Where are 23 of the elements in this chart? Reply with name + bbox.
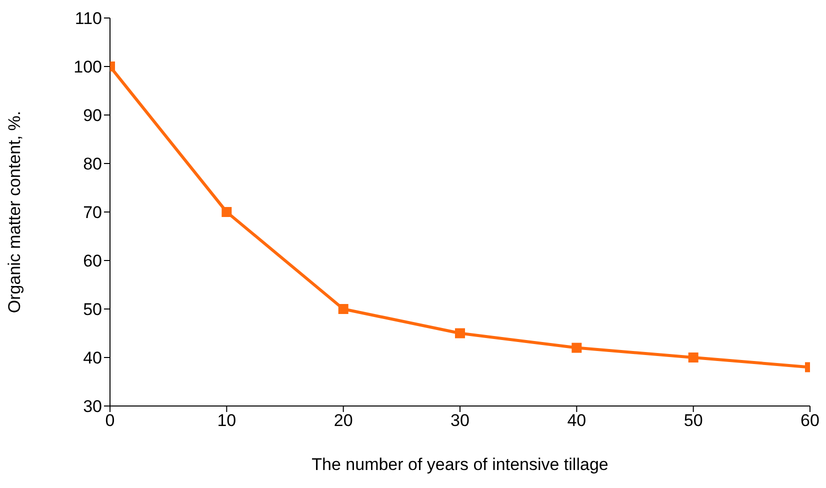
- x-tick-label: 30: [450, 411, 470, 430]
- y-tick-label: 80: [83, 154, 102, 174]
- y-tick-label: 30: [83, 397, 102, 416]
- x-axis-title: The number of years of intensive tillage: [312, 455, 608, 474]
- point: [338, 304, 348, 314]
- y-tick-label: 100: [74, 58, 102, 77]
- y-tick-label: 40: [83, 348, 102, 368]
- x-tick-label: 40: [567, 411, 586, 430]
- y-tick-label: 60: [83, 252, 102, 271]
- x-tick-label: 20: [334, 411, 353, 430]
- y-tick-label: 110: [74, 9, 102, 28]
- point: [455, 328, 465, 338]
- y-tick-label: 70: [83, 203, 102, 222]
- y-tick-label: 90: [83, 106, 102, 126]
- point: [572, 342, 582, 353]
- x-tick-label: 50: [684, 411, 703, 430]
- y-axis-title: Organic matter content, %.: [5, 110, 24, 314]
- x-tick-label: 0: [105, 411, 115, 430]
- x-tick-label: 60: [800, 411, 820, 430]
- point: [688, 352, 698, 362]
- x-tick-label: 10: [217, 411, 236, 430]
- point: [222, 207, 232, 217]
- y-tick-label: 50: [83, 300, 102, 320]
